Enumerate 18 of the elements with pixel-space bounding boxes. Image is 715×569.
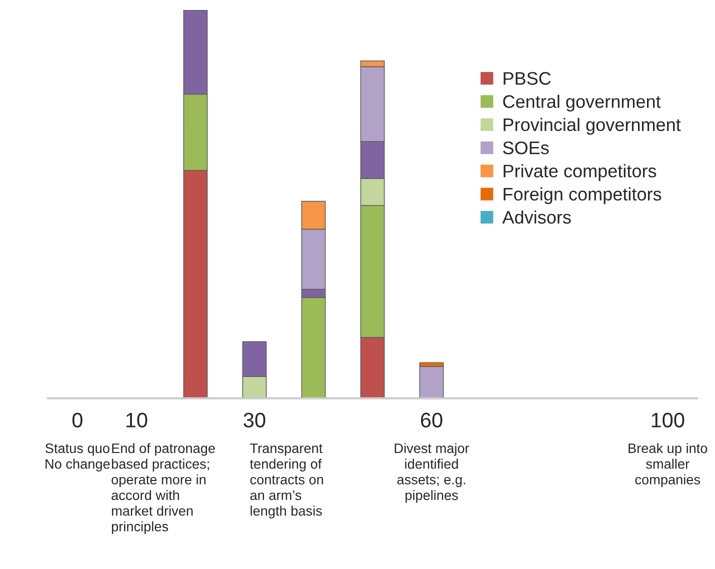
text: Divest major identified assets; e.g. pipelines [394, 443, 470, 503]
legend-label: Private competitors [504, 164, 656, 181]
text: Transparent tendering of contracts on an arm’s length basis [250, 444, 324, 518]
legend-label: Foreign competitors [504, 187, 662, 204]
bar [419, 366, 444, 398]
legend-label: PBSC [504, 72, 551, 85]
x-tick-label: 10 [126, 412, 148, 428]
x-tick-label: 100 [652, 412, 684, 428]
legend-label: SOEs [503, 141, 549, 154]
text: Break up into smaller companies [628, 443, 708, 488]
text: End of patronage based practices; operate more in accord with market driven principles [112, 443, 215, 534]
legend-label: Central government [503, 94, 661, 112]
text: Status quo No change [45, 443, 110, 472]
legend-label: Provincial government [504, 118, 681, 135]
x-tick-label: 60 [421, 412, 442, 428]
x-tick-label: 30 [244, 412, 266, 428]
x-tick-label: 0 [72, 412, 82, 428]
legend-label: Advisors [502, 210, 571, 224]
